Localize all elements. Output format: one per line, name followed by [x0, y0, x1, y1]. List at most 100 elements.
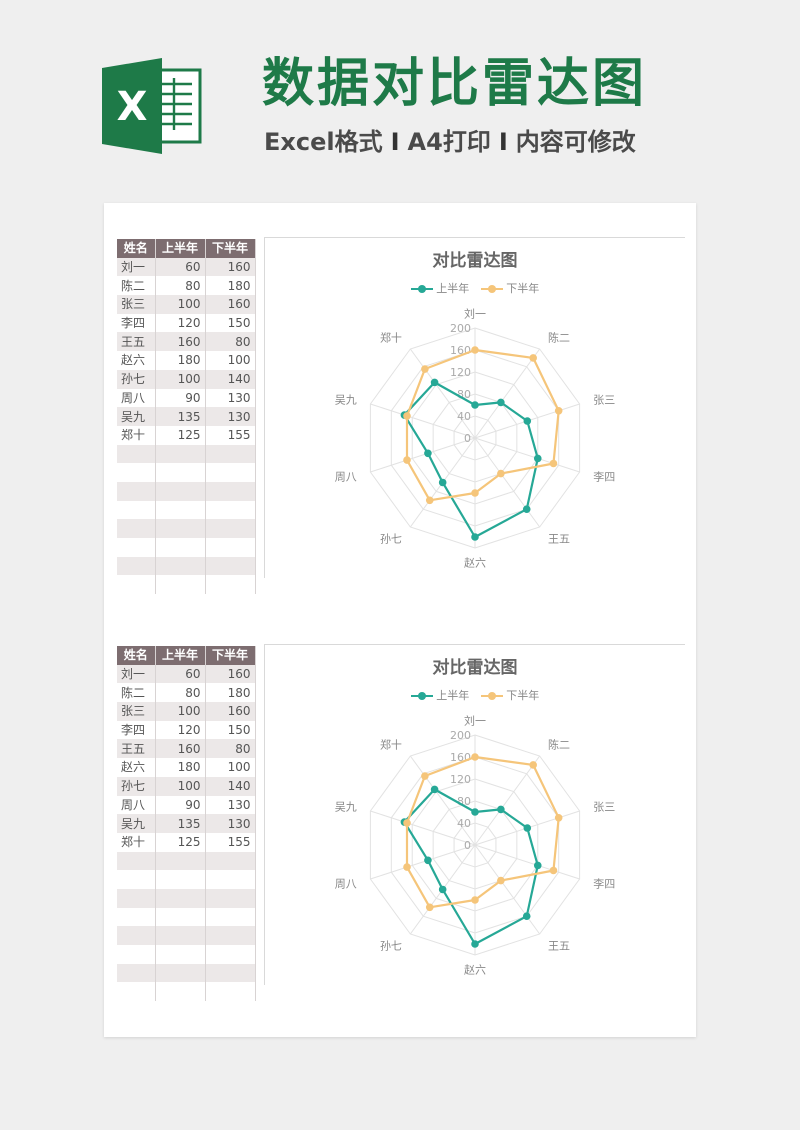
category-label: 郑十 — [380, 330, 402, 344]
data-point-1 — [533, 454, 542, 463]
cell-first-half — [155, 945, 206, 964]
table-row: 吴九 135 130 — [117, 814, 256, 833]
cell-second-half — [205, 945, 256, 964]
grid-spoke — [474, 348, 541, 439]
cell-name — [117, 907, 156, 927]
table-header-second-half: 下半年 — [205, 239, 256, 258]
data-point-2 — [529, 354, 537, 362]
cell-second-half: 130 — [205, 407, 256, 426]
table-row: 刘一 60 160 — [117, 257, 256, 277]
cell-first-half — [155, 556, 206, 576]
table-row: 孙七 100 140 — [117, 776, 256, 796]
data-point-2 — [471, 346, 479, 354]
category-label: 刘一 — [464, 715, 486, 728]
category-label: 张三 — [593, 394, 615, 407]
category-label: 赵六 — [464, 962, 486, 976]
chart-legend: 上半年 下半年 — [265, 280, 685, 296]
legend-label: 下半年 — [506, 282, 540, 295]
cell-first-half: 100 — [155, 702, 206, 721]
grid-spoke — [370, 810, 476, 846]
chart-legend: 上半年 下半年 — [265, 687, 685, 703]
grid-spoke — [474, 844, 541, 935]
data-point-1 — [471, 808, 479, 816]
cell-first-half: 80 — [155, 683, 206, 703]
category-label: 李四 — [593, 469, 615, 483]
radial-tick-label: 0 — [464, 839, 471, 852]
cell-name: 郑十 — [117, 425, 156, 445]
cell-first-half: 90 — [155, 795, 206, 815]
data-block: 姓名 上半年 下半年 刘一 60 160 陈二 80 180 张三 100 160 李四 120 15… — [104, 237, 696, 597]
category-label: 张三 — [593, 801, 615, 814]
cell-name: 张三 — [117, 295, 156, 314]
data-point-1 — [430, 785, 439, 794]
data-point-2 — [425, 496, 434, 505]
table-row: 孙七 100 140 — [117, 369, 256, 389]
subtitle-separator: I — [390, 128, 400, 156]
table-row — [117, 982, 256, 1002]
cell-name — [117, 963, 156, 983]
table-row: 陈二 80 180 — [117, 683, 256, 703]
cell-name — [117, 945, 156, 964]
cell-name: 陈二 — [117, 276, 156, 296]
radial-tick-label: 40 — [457, 817, 471, 830]
category-label: 陈二 — [548, 737, 570, 751]
cell-name: 孙七 — [117, 776, 156, 796]
data-point-1 — [471, 401, 479, 409]
cell-second-half — [205, 538, 256, 557]
data-point-1 — [438, 478, 447, 487]
cell-first-half: 120 — [155, 720, 206, 740]
radial-tick-label: 40 — [457, 410, 471, 423]
table-row — [117, 963, 256, 983]
data-point-1 — [522, 505, 531, 513]
data-point-1 — [471, 533, 479, 541]
table-row — [117, 556, 256, 576]
category-label: 陈二 — [548, 330, 570, 344]
data-point-2 — [554, 814, 563, 822]
data-point-1 — [424, 856, 432, 865]
cell-second-half: 160 — [205, 295, 256, 314]
cell-second-half: 130 — [205, 814, 256, 833]
table-row: 王五 160 80 — [117, 332, 256, 352]
cell-first-half: 180 — [155, 351, 206, 370]
table-row: 赵六 180 100 — [117, 758, 256, 777]
data-point-1 — [438, 885, 447, 894]
data-point-2 — [549, 866, 558, 875]
legend-item-first-half: 上半年 — [410, 280, 469, 296]
data-point-2 — [497, 469, 505, 478]
cell-first-half — [155, 575, 206, 595]
data-point-1 — [497, 805, 505, 814]
data-point-1 — [497, 398, 505, 407]
data-point-1 — [523, 417, 532, 425]
radial-tick-label: 0 — [464, 432, 471, 445]
cell-name — [117, 870, 156, 889]
legend-swatch — [410, 691, 433, 701]
category-label: 郑十 — [380, 737, 402, 751]
cell-name — [117, 519, 156, 538]
cell-second-half: 100 — [205, 758, 256, 777]
cell-name — [117, 851, 156, 871]
cell-second-half: 80 — [205, 739, 256, 759]
table-row — [117, 538, 256, 557]
table-row: 周八 90 130 — [117, 388, 256, 408]
table-header-first-half: 上半年 — [155, 239, 206, 258]
cell-name: 王五 — [117, 739, 156, 759]
cell-first-half: 60 — [155, 257, 206, 277]
table-row — [117, 500, 256, 520]
document-page: 姓名 上半年 下半年 刘一 60 160 陈二 80 180 张三 100 160 李四 120 15… — [104, 203, 696, 1037]
cell-second-half: 160 — [205, 664, 256, 684]
cell-name: 周八 — [117, 795, 156, 815]
legend-item-second-half: 下半年 — [480, 280, 540, 296]
cell-name: 李四 — [117, 720, 156, 740]
cell-first-half — [155, 907, 206, 927]
legend-label: 上半年 — [436, 689, 470, 702]
data-table: 姓名 上半年 下半年 刘一 60 160 陈二 80 180 张三 100 160 李四 120 15… — [117, 239, 256, 595]
data-point-1 — [471, 940, 479, 948]
cell-first-half — [155, 519, 206, 538]
cell-first-half — [155, 870, 206, 889]
cell-name: 王五 — [117, 332, 156, 352]
grid-spoke — [474, 844, 580, 880]
series-line-2 — [405, 348, 560, 502]
category-label: 王五 — [548, 940, 570, 953]
cell-first-half — [155, 481, 206, 501]
table-row — [117, 907, 256, 927]
